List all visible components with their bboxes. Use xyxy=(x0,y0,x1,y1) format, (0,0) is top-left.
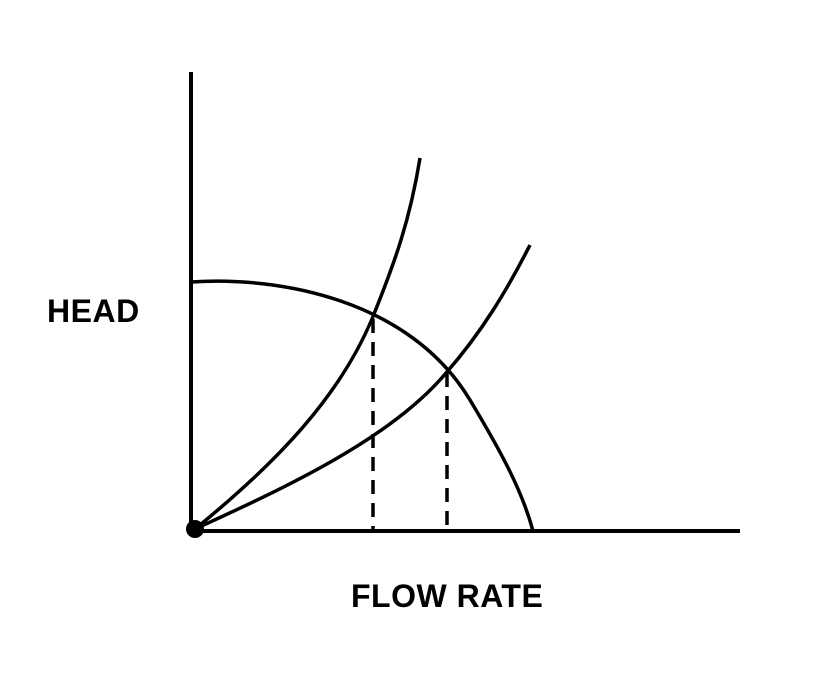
system-curve-steep xyxy=(193,157,422,531)
system-curve-shallow xyxy=(194,244,532,531)
y-axis-label: HEAD xyxy=(47,293,140,329)
x-axis-label: FLOW RATE xyxy=(351,578,544,614)
pump-curve xyxy=(190,279,535,532)
